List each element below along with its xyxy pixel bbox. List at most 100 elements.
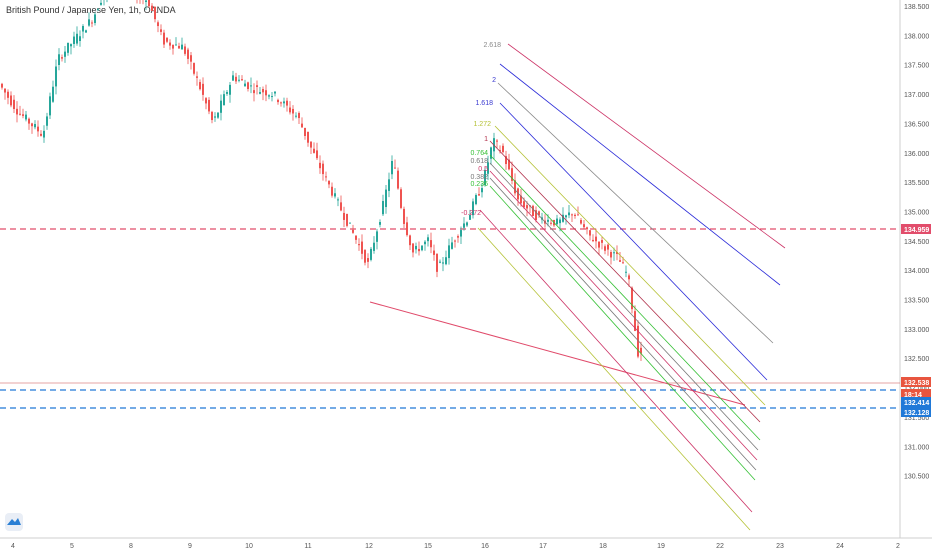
fib-level-label: 2: [492, 77, 496, 84]
fib-level-label: 1: [484, 136, 488, 143]
candle-body: [451, 242, 453, 249]
candle-body: [199, 82, 201, 90]
candle-body: [316, 150, 318, 159]
candle-body: [55, 66, 57, 87]
price-tick-label: 135.500: [904, 180, 929, 187]
price-tick-label: 132.500: [904, 356, 929, 363]
candle-body: [349, 222, 351, 224]
candle-body: [409, 235, 411, 246]
candle-body: [559, 219, 561, 224]
candle-body: [625, 271, 627, 273]
price-badge-label: 18:14: [904, 392, 922, 399]
fib-channel-line: [489, 162, 759, 451]
candle-body: [637, 325, 639, 357]
candle-body: [478, 194, 480, 196]
candle-body: [613, 252, 615, 254]
candle-body: [490, 147, 492, 159]
candle-body: [433, 250, 435, 255]
fib-channel-line: [489, 170, 758, 461]
candle-body: [283, 101, 285, 104]
candle-body: [520, 195, 522, 204]
candle-body: [52, 86, 54, 102]
candle-body: [40, 133, 42, 136]
candle-body: [364, 250, 366, 263]
candle-body: [325, 176, 327, 178]
candle-body: [298, 113, 300, 119]
price-tick-label: 130.500: [904, 474, 929, 481]
candle-body: [400, 189, 402, 208]
candle-body: [253, 90, 255, 94]
candle-body: [457, 236, 459, 238]
candle-body: [76, 33, 78, 44]
candle-body: [535, 210, 537, 221]
time-tick-label: 4: [11, 543, 15, 550]
candle-body: [241, 79, 243, 81]
candle-body: [322, 163, 324, 175]
tradingview-logo-icon[interactable]: [5, 513, 23, 531]
candle-body: [526, 205, 528, 209]
candle-body: [427, 237, 429, 242]
candle-body: [337, 199, 339, 201]
candle-body: [394, 167, 396, 169]
time-tick-label: 18: [599, 543, 607, 550]
candle-body: [601, 240, 603, 243]
candle-body: [307, 131, 309, 143]
fib-level-label: 0.5: [478, 166, 488, 173]
price-axis-panel: [900, 0, 932, 538]
candle-body: [595, 236, 597, 242]
candle-body: [34, 124, 36, 128]
candle-body: [10, 95, 12, 106]
candle-body: [598, 241, 600, 248]
candle-body: [358, 244, 360, 246]
candle-body: [415, 245, 417, 250]
candle-body: [592, 239, 594, 242]
candle-body: [397, 170, 399, 189]
price-tick-label: 133.500: [904, 298, 929, 305]
candle-body: [487, 162, 489, 174]
fib-channel-line: [499, 102, 768, 381]
time-tick-label: 23: [776, 543, 784, 550]
candle-body: [184, 46, 186, 54]
time-tick-label: 24: [836, 543, 844, 550]
fib-level-label: 0.236: [470, 181, 488, 188]
candle-body: [445, 257, 447, 265]
candle-body: [193, 63, 195, 74]
candle-body: [586, 227, 588, 230]
candle-body: [376, 231, 378, 242]
candle-body: [100, 2, 102, 5]
candle-body: [25, 114, 27, 120]
candle-body: [16, 108, 18, 115]
price-badge: [901, 389, 931, 399]
candle-body: [211, 111, 213, 121]
candle-body: [373, 242, 375, 251]
candle-body: [238, 79, 240, 81]
candle-body: [220, 100, 222, 113]
candle-body: [19, 113, 21, 115]
price-tick-label: 137.500: [904, 63, 929, 70]
candle-body: [214, 116, 216, 118]
time-tick-label: 2: [896, 543, 900, 550]
candle-body: [571, 214, 573, 216]
fib-level-label: 1.272: [473, 121, 491, 128]
candle-body: [178, 45, 180, 49]
candle-body: [466, 222, 468, 226]
candle-body: [475, 195, 477, 205]
candle-body: [4, 88, 6, 93]
time-tick-label: 9: [188, 543, 192, 550]
candle-body: [640, 347, 642, 354]
candle-body: [205, 98, 207, 104]
candle-body: [223, 94, 225, 106]
candle-body: [604, 246, 606, 251]
candle-body: [88, 19, 90, 26]
candle-body: [49, 96, 51, 116]
candle-body: [385, 189, 387, 208]
candle-body: [547, 219, 549, 222]
candle-body: [181, 44, 183, 50]
candle-body: [277, 99, 279, 103]
candle-body: [196, 76, 198, 78]
candle-body: [361, 241, 363, 254]
time-tick-label: 10: [245, 543, 253, 550]
candle-body: [568, 212, 570, 216]
